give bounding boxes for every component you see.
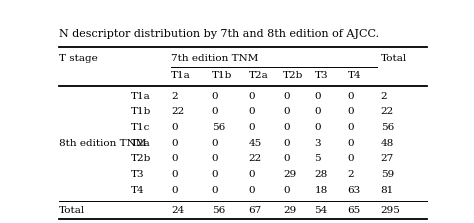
- Text: 0: 0: [248, 123, 255, 132]
- Text: 0: 0: [283, 107, 290, 116]
- Text: T2a: T2a: [248, 71, 268, 80]
- Text: 0: 0: [212, 92, 219, 101]
- Text: 0: 0: [347, 139, 354, 148]
- Text: 0: 0: [347, 107, 354, 116]
- Text: N descriptor distribution by 7th and 8th edition of AJCC.: N descriptor distribution by 7th and 8th…: [59, 29, 379, 39]
- Text: T1b: T1b: [212, 71, 232, 80]
- Text: 56: 56: [212, 123, 225, 132]
- Text: 0: 0: [315, 107, 321, 116]
- Text: T3: T3: [131, 170, 145, 179]
- Text: 0: 0: [315, 123, 321, 132]
- Text: T1c: T1c: [131, 123, 150, 132]
- Text: 0: 0: [212, 139, 219, 148]
- Text: 54: 54: [315, 206, 328, 215]
- Text: 0: 0: [248, 92, 255, 101]
- Text: 27: 27: [381, 154, 394, 163]
- Text: 48: 48: [381, 139, 394, 148]
- Text: T1b: T1b: [131, 107, 151, 116]
- Text: 29: 29: [283, 170, 297, 179]
- Text: 65: 65: [347, 206, 361, 215]
- Text: 2: 2: [347, 170, 354, 179]
- Text: 24: 24: [171, 206, 184, 215]
- Text: 0: 0: [248, 107, 255, 116]
- Text: 29: 29: [283, 206, 297, 215]
- Text: 0: 0: [171, 123, 178, 132]
- Text: 0: 0: [212, 154, 219, 163]
- Text: T2b: T2b: [283, 71, 304, 80]
- Text: T1a: T1a: [131, 92, 151, 101]
- Text: 22: 22: [248, 154, 262, 163]
- Text: 0: 0: [283, 154, 290, 163]
- Text: 2: 2: [381, 92, 387, 101]
- Text: T2a: T2a: [131, 139, 151, 148]
- Text: 5: 5: [315, 154, 321, 163]
- Text: 56: 56: [212, 206, 225, 215]
- Text: 0: 0: [283, 92, 290, 101]
- Text: T3: T3: [315, 71, 328, 80]
- Text: 3: 3: [315, 139, 321, 148]
- Text: 2: 2: [171, 92, 178, 101]
- Text: 0: 0: [347, 123, 354, 132]
- Text: 0: 0: [248, 170, 255, 179]
- Text: 59: 59: [381, 170, 394, 179]
- Text: 0: 0: [212, 107, 219, 116]
- Text: Total: Total: [381, 54, 407, 63]
- Text: Total: Total: [59, 206, 85, 215]
- Text: 0: 0: [248, 186, 255, 194]
- Text: 0: 0: [283, 123, 290, 132]
- Text: T1a: T1a: [171, 71, 191, 80]
- Text: 0: 0: [212, 170, 219, 179]
- Text: 18: 18: [315, 186, 328, 194]
- Text: 7th edition TNM: 7th edition TNM: [171, 54, 259, 63]
- Text: 0: 0: [283, 139, 290, 148]
- Text: 0: 0: [347, 92, 354, 101]
- Text: 22: 22: [381, 107, 394, 116]
- Text: 0: 0: [315, 92, 321, 101]
- Text: 0: 0: [171, 154, 178, 163]
- Text: T2b: T2b: [131, 154, 151, 163]
- Text: T4: T4: [347, 71, 361, 80]
- Text: T4: T4: [131, 186, 145, 194]
- Text: 0: 0: [347, 154, 354, 163]
- Text: 22: 22: [171, 107, 184, 116]
- Text: T stage: T stage: [59, 54, 98, 63]
- Text: 45: 45: [248, 139, 262, 148]
- Text: 0: 0: [171, 170, 178, 179]
- Text: 56: 56: [381, 123, 394, 132]
- Text: 0: 0: [171, 186, 178, 194]
- Text: 8th edition TNM: 8th edition TNM: [59, 139, 146, 148]
- Text: 28: 28: [315, 170, 328, 179]
- Text: 295: 295: [381, 206, 401, 215]
- Text: 81: 81: [381, 186, 394, 194]
- Text: 63: 63: [347, 186, 361, 194]
- Text: 0: 0: [283, 186, 290, 194]
- Text: 0: 0: [212, 186, 219, 194]
- Text: 67: 67: [248, 206, 262, 215]
- Text: 0: 0: [171, 139, 178, 148]
